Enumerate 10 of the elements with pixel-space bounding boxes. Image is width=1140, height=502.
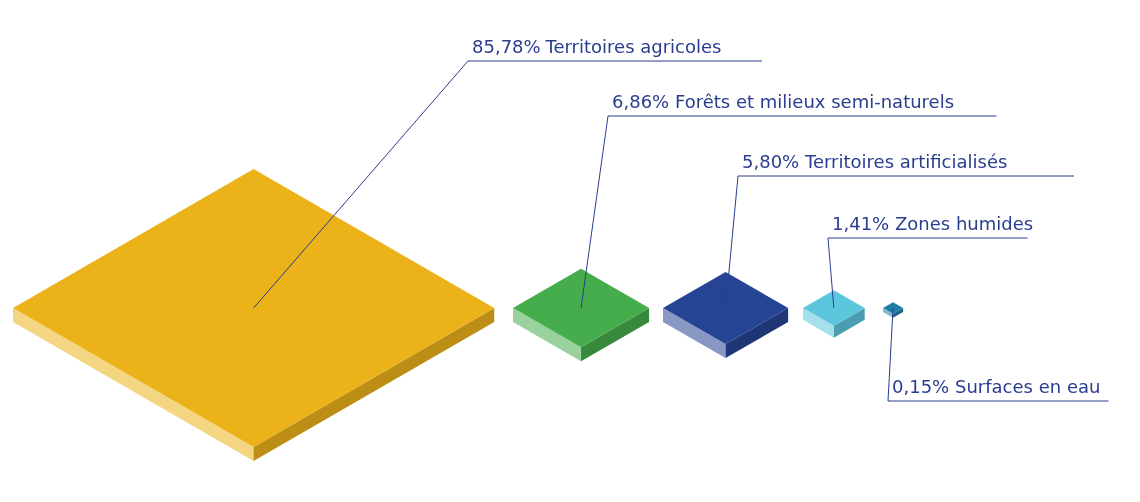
data-label: 1,41% xyxy=(832,213,890,234)
category-label: Zones humides xyxy=(895,213,1034,234)
data-label: 5,80% xyxy=(742,151,800,172)
category-label: Territoires agricoles xyxy=(544,36,722,57)
category-label: Surfaces en eau xyxy=(955,376,1101,397)
data-label: 85,78% xyxy=(472,36,541,57)
category-label: Forêts et milieux semi-naturels xyxy=(675,91,955,112)
category-label: Territoires artificialisés xyxy=(804,151,1008,172)
data-label: 0,15% xyxy=(892,376,950,397)
data-label: 6,86% xyxy=(612,91,670,112)
